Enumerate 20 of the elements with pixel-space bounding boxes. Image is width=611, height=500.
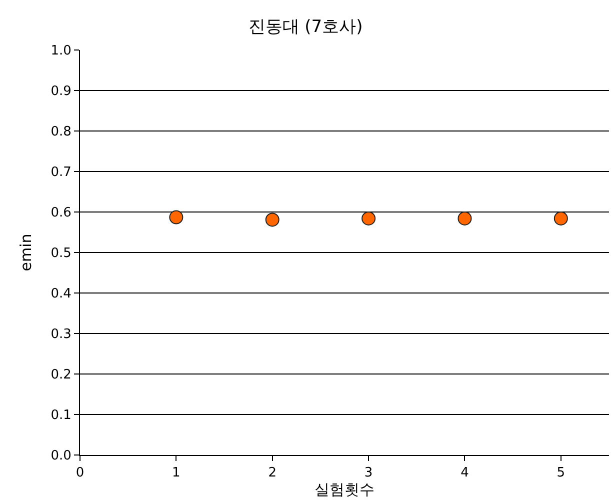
chart-title: 진동대 (7호사) — [248, 16, 363, 37]
y-tick-label: 0.5 — [50, 246, 72, 262]
y-tick-label: 0.0 — [50, 448, 72, 464]
x-tick-label: 2 — [268, 466, 276, 481]
x-tick-label: 3 — [364, 466, 373, 481]
y-tick-label: 0.2 — [50, 368, 72, 383]
x-tick-label: 4 — [460, 466, 469, 481]
y-axis-title: emin — [16, 234, 35, 272]
y-tick-label: 1.0 — [50, 44, 72, 59]
y-tick-label: 0.8 — [50, 124, 72, 140]
y-tick-label: 0.1 — [50, 408, 72, 424]
y-tick-label: 0.6 — [50, 206, 72, 221]
y-tick-label: 0.7 — [50, 165, 72, 180]
y-tick-label: 0.4 — [50, 286, 72, 302]
x-tick-label: 5 — [556, 466, 566, 481]
x-tick-label: 1 — [172, 466, 180, 481]
y-tick-label: 0.9 — [50, 84, 72, 100]
y-tick-label: 0.3 — [50, 327, 72, 342]
x-axis-title: 실험횟수 — [314, 480, 374, 499]
x-tick-label: 0 — [76, 466, 84, 481]
